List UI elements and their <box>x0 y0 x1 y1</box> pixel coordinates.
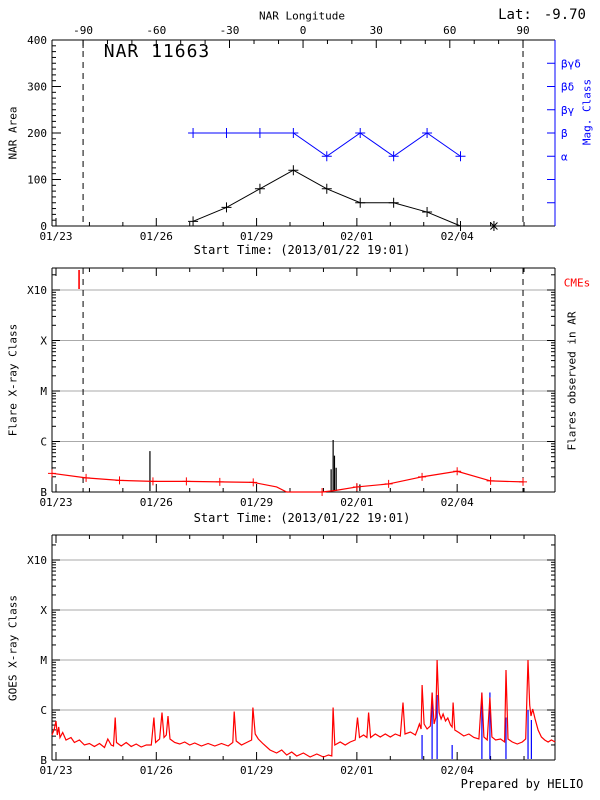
flare-background-marker <box>352 482 361 491</box>
flare-background-marker <box>148 477 157 486</box>
x-tick-label: 02/01 <box>340 230 373 243</box>
start-time-caption-1: Start Time: (2013/01/22 19:01) <box>193 243 411 257</box>
nar-area-point-marker <box>321 183 332 194</box>
mag-class-tick-label: βγδ <box>561 57 581 70</box>
nar-area-point-marker <box>288 165 299 176</box>
flare-ytick-label: B <box>40 486 47 499</box>
mag-class-axis-label: Mag. Class <box>580 78 594 146</box>
flare-ytick-label: X <box>40 335 47 348</box>
active-region-title: NAR 11663 <box>103 41 211 62</box>
nar-area-point-marker <box>388 197 399 208</box>
x-tick-label: 01/26 <box>140 764 173 777</box>
nar-area-point-marker <box>455 221 466 231</box>
flare-background-marker <box>115 476 124 485</box>
goes-ytick-label: X <box>40 604 47 617</box>
area-tick-label: 300 <box>27 81 47 94</box>
area-tick-label: 200 <box>27 127 47 140</box>
x-tick-label: 02/04 <box>441 496 474 509</box>
longitude-tick-label: -60 <box>146 24 166 37</box>
mag-class-tick-label: β <box>561 127 568 140</box>
lat-label: Lat: <box>498 7 532 23</box>
x-tick-label: 02/04 <box>441 230 474 243</box>
x-tick-label: 01/29 <box>240 230 273 243</box>
flare-ytick-label: X10 <box>27 284 47 297</box>
x-tick-label: 01/29 <box>240 764 273 777</box>
mag-class-point-marker <box>221 128 232 138</box>
mag-class-tick-label: βγ <box>561 104 575 117</box>
x-tick-label: 01/26 <box>140 230 173 243</box>
mag-class-point-marker <box>422 128 433 138</box>
goes-xray-axis-label: GOES X-ray Class <box>6 595 20 701</box>
flare-xray-axis-label: Flare X-ray Class <box>6 323 20 437</box>
nar-area-point-marker <box>254 183 265 194</box>
latitude-readout: Lat: -9.70 <box>486 7 586 23</box>
flare-background-marker <box>82 473 91 482</box>
goes-ytick-label: C <box>40 704 47 717</box>
flare-background-marker <box>47 469 56 478</box>
mag-class-point-marker <box>321 151 332 162</box>
flare-background-marker <box>318 488 327 496</box>
goes-flux-curve <box>51 659 556 758</box>
mag-class-point-marker <box>188 128 199 138</box>
top-axis-title: NAR Longitude <box>258 9 346 23</box>
nar-area-curve <box>192 169 461 227</box>
flare-background-marker <box>215 477 224 486</box>
flare-ytick-label: M <box>40 385 47 398</box>
mag-class-point-marker <box>254 128 265 138</box>
nar-area-axis-label: NAR Area <box>6 106 20 160</box>
longitude-tick-label: 30 <box>370 24 383 37</box>
mag-class-point-marker <box>455 151 466 162</box>
flare-background-marker <box>384 479 393 488</box>
lat-value: -9.70 <box>543 7 586 23</box>
flare-background-marker <box>418 472 427 481</box>
flare-background-marker <box>182 477 191 486</box>
mag-class-point-marker <box>388 151 399 162</box>
start-time-caption-2: Start Time: (2013/01/22 19:01) <box>193 511 411 525</box>
goes-ytick-label: B <box>40 754 47 767</box>
nar-area-point-marker <box>355 197 366 208</box>
x-tick-label: 02/01 <box>340 496 373 509</box>
mag-class-point-marker <box>355 128 366 138</box>
flare-background-marker <box>453 467 462 476</box>
flare-background-marker <box>486 476 495 485</box>
longitude-tick-label: 0 <box>300 24 307 37</box>
nar-area-point-marker <box>221 202 232 213</box>
longitude-tick-label: 90 <box>516 24 529 37</box>
x-tick-label: 01/23 <box>39 764 72 777</box>
nar-area-end-marker <box>488 221 499 231</box>
flare-background-marker <box>519 477 528 486</box>
mag-class-tick-label: βδ <box>561 81 574 94</box>
x-tick-label: 02/04 <box>441 764 474 777</box>
area-tick-label: 400 <box>27 34 47 47</box>
flare-ytick-label: C <box>40 436 47 449</box>
longitude-tick-label: 60 <box>443 24 456 37</box>
goes-ytick-label: M <box>40 654 47 667</box>
area-tick-label: 0 <box>40 220 47 233</box>
nar-area-point-marker <box>422 207 433 218</box>
mag-class-tick-label: α <box>561 150 568 163</box>
x-tick-label: 01/26 <box>140 496 173 509</box>
longitude-tick-label: -90 <box>73 24 93 37</box>
flares-observed-axis-label: Flares observed in AR <box>565 311 579 451</box>
x-tick-label: 02/01 <box>340 764 373 777</box>
goes-ytick-label: X10 <box>27 554 47 567</box>
flare-background-curve <box>51 470 524 493</box>
x-tick-label: 01/29 <box>240 496 273 509</box>
x-tick-label: 01/23 <box>39 496 72 509</box>
credit-label: Prepared by HELIO <box>460 777 584 791</box>
x-tick-label: 01/23 <box>39 230 72 243</box>
area-tick-label: 100 <box>27 174 47 187</box>
mag-class-point-marker <box>288 128 299 138</box>
longitude-tick-label: -30 <box>220 24 240 37</box>
nar-area-point-marker <box>188 216 199 227</box>
cmes-label: CMEs <box>563 276 591 290</box>
flare-background-marker <box>249 478 258 487</box>
